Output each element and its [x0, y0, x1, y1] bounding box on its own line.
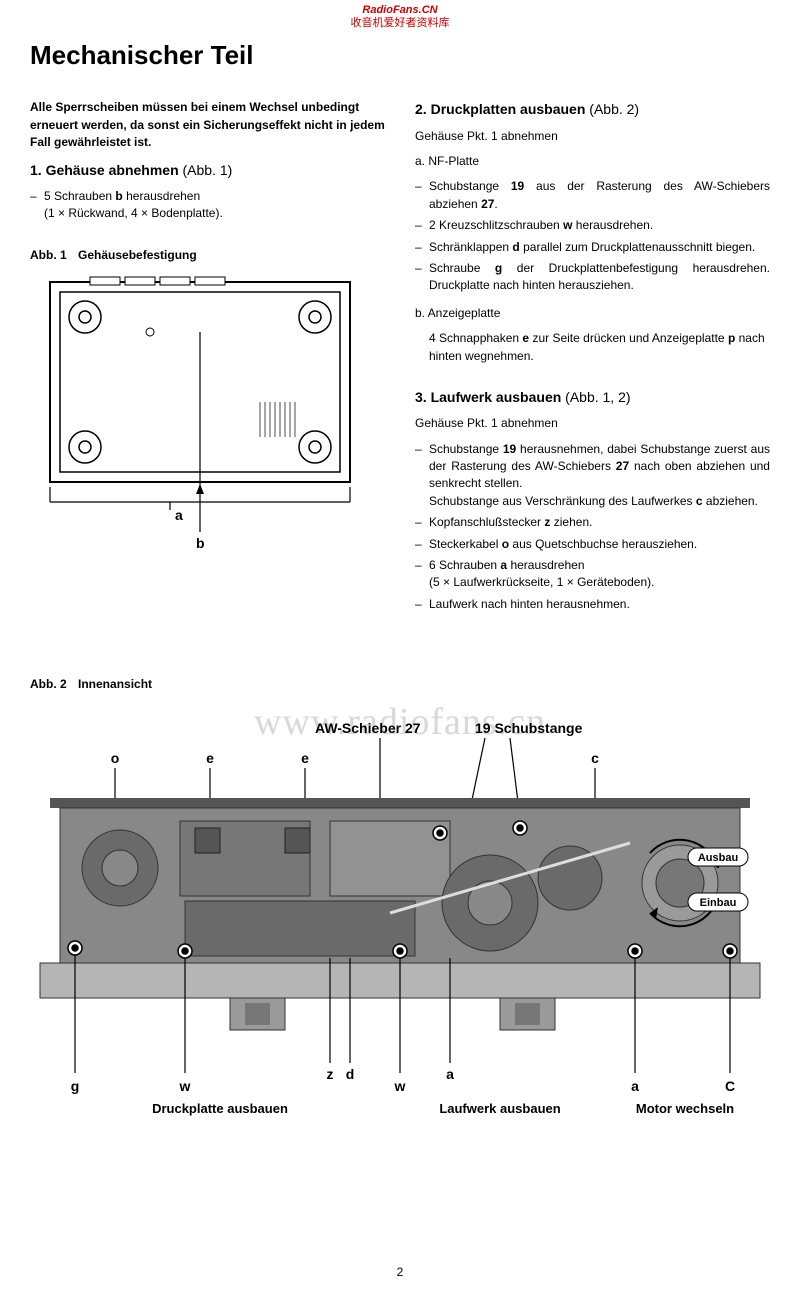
section2-b-label: b. Anzeigeplatte — [415, 305, 770, 322]
fig2-num: Abb. 2 — [30, 677, 67, 691]
section3-ref: (Abb. 1, 2) — [565, 389, 630, 405]
header-line2: 收音机爱好者资料库 — [0, 17, 800, 30]
intro-warning: Alle Sperrscheiben müssen bei einem Wech… — [30, 99, 385, 151]
page-number: 2 — [0, 1265, 800, 1279]
fig2-label-w2: w — [394, 1078, 406, 1094]
figure-2: o e e AW-Schieber 27 19 Schubstange c — [30, 703, 770, 1148]
fig2-label-a1: a — [446, 1066, 454, 1082]
section3-title: 3. Laufwerk ausbauen (Abb. 1, 2) — [415, 387, 770, 407]
section3-num: 3. — [415, 389, 427, 405]
fig2-einbau: Einbau — [700, 897, 737, 909]
list-item: Kopfanschlußstecker z ziehen. — [415, 514, 770, 531]
section1-list: 5 Schrauben b herausdrehen (1 × Rückwand… — [30, 188, 385, 223]
list-item: 2 Kreuzschlitzschrauben w herausdrehen. — [415, 217, 770, 234]
fig1-caption: Abb. 1 Gehäusebefestigung — [30, 247, 385, 264]
fig2-label-e1: e — [206, 750, 214, 766]
section2-a-label: a. NF-Platte — [415, 153, 770, 170]
fig2-label-z: z — [327, 1066, 334, 1082]
list-item: Schraube g der Druckplattenbefestigung h… — [415, 260, 770, 295]
list-item: Steckerkabel o aus Quetschbuchse herausz… — [415, 536, 770, 553]
fig2-label-19: 19 Schubstange — [475, 720, 583, 736]
fig2-label-a2: a — [631, 1078, 639, 1094]
fig2-label-aw: AW-Schieber 27 — [315, 720, 421, 736]
section2-b-item: 4 Schnapphaken e zur Seite drücken und A… — [415, 330, 770, 365]
fig2-svg: o e e AW-Schieber 27 19 Schubstange c — [30, 703, 770, 1143]
fig1-num: Abb. 1 — [30, 248, 67, 262]
fig2-title: Innenansicht — [78, 677, 152, 691]
list-item: Schubstange 19 aus der Rasterung des AW-… — [415, 178, 770, 213]
left-column: Alle Sperrscheiben müssen bei einem Wech… — [30, 99, 385, 623]
bottom-section: Abb. 2 Innenansicht o e e AW-Schieber 27… — [0, 623, 800, 1148]
page-title: Mechanischer Teil — [30, 40, 770, 71]
section3-name: Laufwerk ausbauen — [431, 389, 562, 405]
section3-pre: Gehäuse Pkt. 1 abnehmen — [415, 415, 770, 432]
fig2-label-d: d — [346, 1066, 355, 1082]
list-item: Schränklappen d parallel zum Druckplatte… — [415, 239, 770, 256]
section2-pre: Gehäuse Pkt. 1 abnehmen — [415, 128, 770, 145]
list-item: 6 Schrauben a herausdrehen (5 × Laufwerk… — [415, 557, 770, 592]
section1-title: 1. Gehäuse abnehmen (Abb. 1) — [30, 160, 385, 180]
header-line1: RadioFans.CN — [0, 4, 800, 17]
fig2-label-C: C — [725, 1078, 735, 1094]
section1-ref: (Abb. 1) — [183, 162, 233, 178]
fig2-label-g: g — [71, 1078, 80, 1094]
fig2-text-lauf: Laufwerk ausbauen — [439, 1101, 560, 1116]
fig2-label-e2: e — [301, 750, 309, 766]
fig1-label-b: b — [196, 535, 205, 551]
list-item: 5 Schrauben b herausdrehen (1 × Rückwand… — [30, 188, 385, 223]
section1-name: Gehäuse abnehmen — [46, 162, 179, 178]
fig2-label-o: o — [111, 750, 120, 766]
list-item: Laufwerk nach hinten herausnehmen. — [415, 596, 770, 613]
fig2-label-c: c — [591, 750, 599, 766]
fig1-label-a: a — [175, 507, 183, 523]
fig1-title: Gehäusebefestigung — [78, 248, 197, 262]
section2-name: Druckplatten ausbauen — [431, 101, 586, 117]
section2-ref: (Abb. 2) — [589, 101, 639, 117]
fig2-text-druck: Druckplatte ausbauen — [152, 1101, 288, 1116]
fig2-ausbau: Ausbau — [698, 852, 738, 864]
list-item: Schubstange 19 herausnehmen, dabei Schub… — [415, 441, 770, 511]
section1-num: 1. — [30, 162, 42, 178]
two-column-layout: Alle Sperrscheiben müssen bei einem Wech… — [30, 99, 770, 623]
section2-title: 2. Druckplatten ausbauen (Abb. 2) — [415, 99, 770, 119]
section3-list: Schubstange 19 herausnehmen, dabei Schub… — [415, 441, 770, 614]
right-column: 2. Druckplatten ausbauen (Abb. 2) Gehäus… — [415, 99, 770, 623]
fig2-text-motor: Motor wechseln — [636, 1101, 734, 1116]
fig1-svg: a b — [30, 272, 370, 552]
section2-a-list: Schubstange 19 aus der Rasterung des AW-… — [415, 178, 770, 294]
figure-1: a b — [30, 272, 370, 552]
fig2-label-w1: w — [179, 1078, 191, 1094]
header-stamp: RadioFans.CN 收音机爱好者资料库 — [0, 0, 800, 30]
section2-num: 2. — [415, 101, 427, 117]
fig2-caption: Abb. 2 Innenansicht — [30, 677, 770, 691]
